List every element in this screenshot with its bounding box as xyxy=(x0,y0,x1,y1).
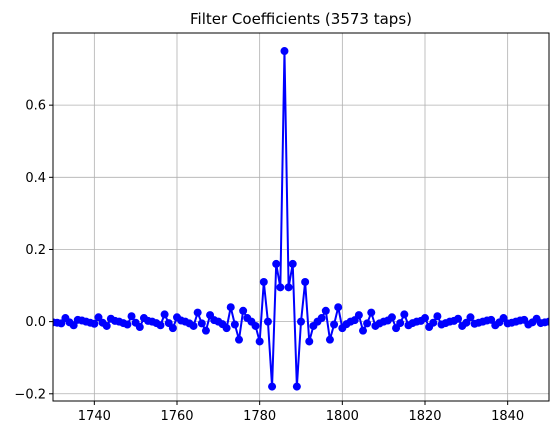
data-point xyxy=(57,319,66,328)
x-tick-label: 1740 xyxy=(78,409,111,424)
x-tick-label: 1820 xyxy=(408,409,441,424)
data-point xyxy=(255,337,264,346)
data-point xyxy=(189,321,198,330)
data-point xyxy=(230,320,239,329)
y-tick-label: 0.2 xyxy=(25,243,46,258)
data-point xyxy=(263,317,272,326)
data-point xyxy=(90,319,99,328)
data-point xyxy=(317,314,326,323)
data-point xyxy=(330,320,339,329)
data-point xyxy=(102,321,111,330)
data-point xyxy=(156,321,165,330)
data-point xyxy=(288,259,297,268)
data-point xyxy=(297,317,305,326)
data-point xyxy=(334,303,343,312)
data-point xyxy=(466,313,475,322)
x-tick-label: 1800 xyxy=(326,409,359,424)
data-point xyxy=(168,324,177,333)
data-point xyxy=(367,308,376,317)
data-point xyxy=(268,382,277,391)
data-point xyxy=(127,312,136,321)
data-point xyxy=(197,319,206,328)
data-point xyxy=(239,306,248,315)
data-point xyxy=(462,318,471,327)
grid xyxy=(53,33,549,401)
data-point xyxy=(235,335,243,344)
data-point xyxy=(354,311,363,320)
data-point xyxy=(94,313,103,322)
y-tick-label: 0.0 xyxy=(25,315,46,330)
data-point xyxy=(400,310,409,319)
data-point xyxy=(135,323,144,332)
data-point xyxy=(259,277,268,286)
data-series xyxy=(53,47,549,391)
data-point xyxy=(359,326,367,335)
data-point xyxy=(272,259,281,268)
data-point xyxy=(387,313,396,322)
data-point xyxy=(321,306,330,315)
data-point xyxy=(280,47,289,56)
data-point xyxy=(454,314,463,323)
y-tick-label: 0.6 xyxy=(25,99,46,114)
chart-title: Filter Coefficients (3573 taps) xyxy=(190,10,412,28)
data-point xyxy=(499,314,508,323)
data-point xyxy=(69,321,78,330)
data-point xyxy=(396,319,405,328)
data-point xyxy=(284,283,293,292)
data-point xyxy=(251,321,260,330)
data-point xyxy=(545,317,549,326)
data-point xyxy=(222,324,231,333)
data-point xyxy=(421,314,429,323)
x-tick-label: 1780 xyxy=(243,409,276,424)
axes-frame xyxy=(52,32,550,402)
y-tick-label: −0.2 xyxy=(14,387,46,402)
data-point xyxy=(487,315,496,324)
data-point xyxy=(305,337,314,346)
x-tick-label: 1760 xyxy=(160,409,193,424)
ticks: 1740 1760 1780 1800 1820 1840 −0.2 0.0 0.2 0.4 0.6 xyxy=(14,99,524,424)
data-point xyxy=(429,318,438,327)
data-point xyxy=(292,382,301,391)
x-tick-label: 1840 xyxy=(491,409,524,424)
data-point xyxy=(160,310,169,319)
data-point xyxy=(193,308,202,317)
data-point xyxy=(123,320,132,329)
y-tick-label: 0.4 xyxy=(25,171,46,186)
data-point xyxy=(363,319,372,328)
data-point xyxy=(226,303,235,312)
data-point xyxy=(201,326,210,335)
data-point xyxy=(433,312,442,321)
data-point xyxy=(301,277,310,286)
data-point xyxy=(276,283,285,292)
data-point xyxy=(325,335,334,344)
